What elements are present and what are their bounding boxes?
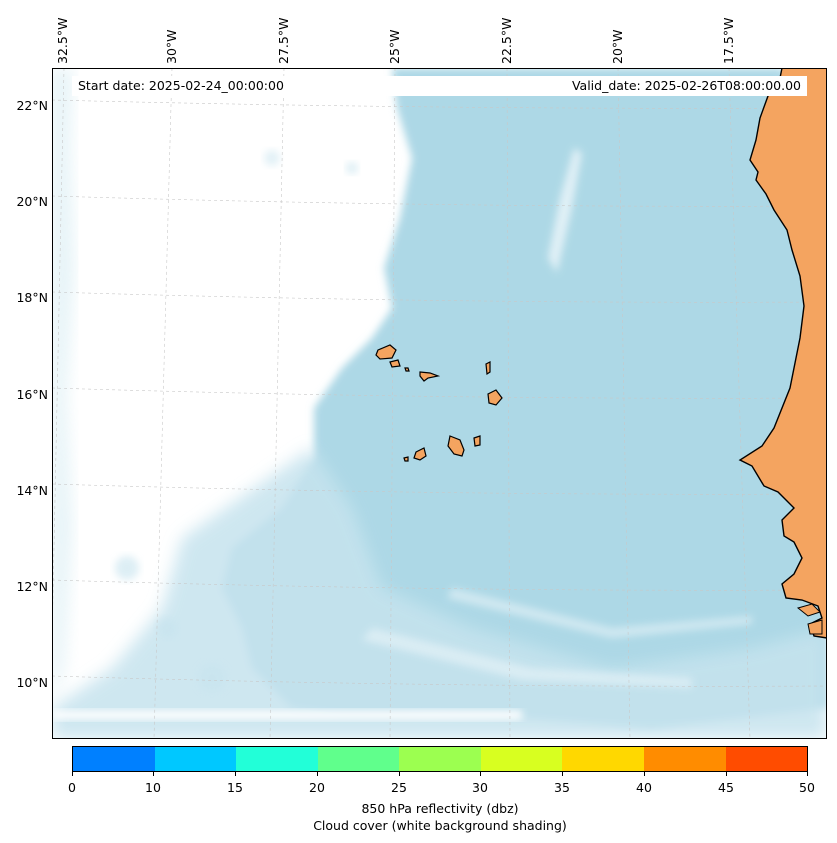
colorbar-segment [562, 747, 644, 771]
colorbar-segment [643, 747, 726, 771]
island-maio [473, 435, 481, 447]
longitude-label: 30°W [164, 29, 179, 64]
map-border [52, 68, 827, 739]
colorbar-tick-label: 15 [227, 780, 243, 795]
latitude-label: 18°N [16, 290, 48, 305]
longitude-label: 22.5°W [499, 17, 514, 64]
colorbar-tick-label: 40 [636, 780, 652, 795]
colorbar-segment [154, 747, 237, 771]
colorbar-tickmark [153, 772, 154, 776]
island-fogo [413, 447, 427, 461]
colorbar-tick-label: 35 [554, 780, 570, 795]
latitude-label: 14°N [16, 483, 48, 498]
cloud-cover-shading [52, 68, 827, 739]
cape-verde-islands [375, 344, 503, 462]
longitude-label: 17.5°W [721, 17, 736, 64]
colorbar-segment [725, 747, 808, 771]
colorbar-segment [236, 747, 318, 771]
colorbar-tickmark [644, 772, 645, 776]
latitude-label: 10°N [16, 675, 48, 690]
island-sal [485, 361, 491, 376]
valid-date-label: Valid_date: 2025-02-26T08:00:00.00 [571, 78, 801, 93]
latitude-label: 16°N [16, 387, 48, 402]
longitude-label: 27.5°W [276, 17, 291, 64]
colorbar-segment [73, 747, 155, 771]
colorbar-tickmark [480, 772, 481, 776]
island-santiago [447, 435, 465, 457]
colorbar-tick-label: 50 [799, 780, 815, 795]
colorbar-segment [317, 747, 400, 771]
latitude-label: 20°N [16, 194, 48, 209]
map-panel: Start date: 2025-02-24_00:00:00 Valid_da… [52, 68, 827, 739]
colorbar-tickmark [399, 772, 400, 776]
african-coast [738, 68, 827, 639]
colorbar-tickmark [317, 772, 318, 776]
coastal-islet [807, 619, 823, 635]
colorbar-tick-label: 25 [391, 780, 407, 795]
island-sao-vicente [389, 359, 401, 368]
longitude-label: 25°W [387, 29, 402, 64]
colorbar-tick-label: 0 [68, 780, 76, 795]
colorbar-tickmark [807, 772, 808, 776]
start-date-label: Start date: 2025-02-24_00:00:00 [78, 78, 284, 93]
colorbar-subtitle: Cloud cover (white background shading) [313, 818, 567, 833]
reflectivity-colorbar [72, 746, 808, 772]
coastal-islet [796, 603, 821, 617]
latitude-label: 22°N [16, 98, 48, 113]
colorbar-title: 850 hPa reflectivity (dbz) [361, 801, 519, 816]
island-santa-luzia [404, 367, 410, 372]
island-sao-nicolau [419, 371, 441, 382]
colorbar-segment [399, 747, 481, 771]
island-brava [403, 456, 409, 462]
colorbar-tick-label: 45 [718, 780, 734, 795]
colorbar-tickmark [726, 772, 727, 776]
colorbar-tick-label: 30 [472, 780, 488, 795]
latitude-label: 12°N [16, 579, 48, 594]
colorbar-tickmark [235, 772, 236, 776]
longitude-label: 32.5°W [55, 17, 70, 64]
longitude-label: 20°W [610, 29, 625, 64]
date-info-bar: Start date: 2025-02-24_00:00:00 Valid_da… [72, 76, 807, 96]
colorbar-tickmark [562, 772, 563, 776]
colorbar-tick-label: 10 [145, 780, 161, 795]
island-santo-antao [375, 344, 397, 360]
island-boa-vista [487, 389, 503, 406]
colorbar-segment [480, 747, 563, 771]
colorbar-tick-label: 20 [309, 780, 325, 795]
map-canvas [52, 68, 827, 739]
colorbar-tickmark [72, 772, 73, 776]
